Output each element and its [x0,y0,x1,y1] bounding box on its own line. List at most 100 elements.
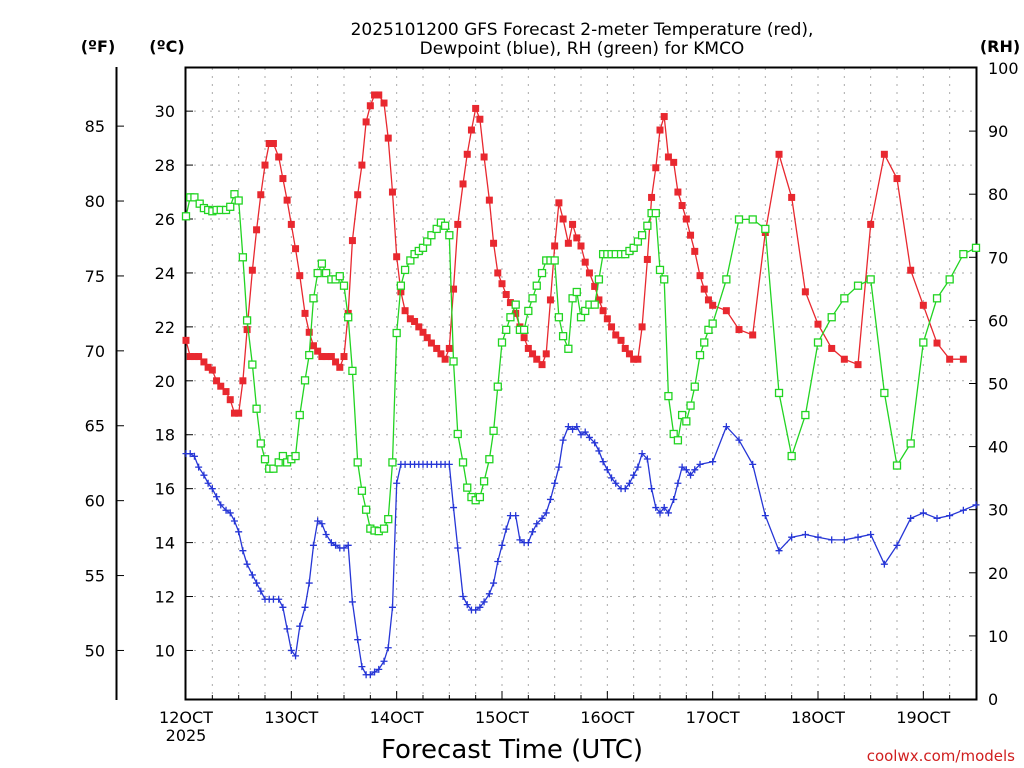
data-point [208,485,216,493]
data-point [840,294,849,303]
data-point [634,463,642,471]
data-point [459,180,467,188]
data-point [239,377,247,385]
data-point [200,358,208,366]
data-point [704,296,712,304]
data-point [441,355,449,363]
data-point [867,531,875,539]
data-point [576,313,586,322]
data-point [612,331,620,339]
data-point [581,306,590,316]
data-point [388,603,396,611]
data-point [472,606,480,614]
data-point [546,495,554,503]
data-point [625,350,633,358]
data-point [573,234,581,242]
fahrenheit-tick-label: 65 [85,417,105,436]
source-credit: coolwx.com/models [867,747,1015,765]
data-point [608,323,616,331]
rh-tick-label: 100 [988,59,1019,78]
data-point [498,280,506,288]
data-point [933,339,941,347]
data-point [502,325,511,335]
data-point [528,294,537,303]
data-point [722,423,730,431]
data-point [371,668,379,676]
data-point [840,536,848,544]
data-point [591,439,599,447]
data-point [577,431,585,439]
data-point [200,471,208,479]
data-point [621,344,629,352]
data-point [190,353,198,361]
data-point [554,313,564,322]
series-relative-humidity [181,190,981,536]
data-point [463,150,471,158]
data-point [213,377,221,385]
data-point [919,301,927,309]
data-point [655,265,665,275]
data-point [186,353,194,361]
data-point [222,388,230,396]
data-point [660,275,669,284]
data-point [533,355,541,363]
fahrenheit-tick-label: 55 [85,567,105,586]
data-point [519,325,529,335]
data-point [358,161,366,169]
data-point [660,113,668,121]
data-point [204,363,212,371]
data-point [932,294,942,303]
data-point [295,410,304,420]
data-point [919,509,927,517]
data-point [419,328,427,336]
data-point [388,188,396,196]
celsius-tick-label: 10 [155,641,175,660]
data-point [749,460,757,468]
data-point [265,140,273,148]
data-point [691,466,699,474]
data-point [866,275,875,284]
data-point [252,404,261,413]
data-point [564,423,572,431]
data-point [564,344,573,353]
data-point [749,331,757,339]
data-point [585,269,593,277]
data-point [551,242,559,250]
data-point [529,350,537,358]
data-point [735,326,743,334]
data-point [686,401,695,410]
data-point [568,294,577,303]
data-point [709,458,717,466]
data-point [704,325,713,335]
data-point [354,191,362,199]
data-point [687,471,695,479]
data-point [195,199,204,208]
data-point [594,275,604,284]
data-point [292,652,300,660]
data-point [788,193,796,201]
data-point [959,249,968,259]
data-point [190,193,199,202]
series-dewpoint [182,423,980,679]
data-point [581,258,589,266]
data-point [595,296,603,304]
data-point [651,208,660,218]
data-point [418,243,428,252]
data-point [524,344,532,352]
data-point [690,382,699,391]
data-point [479,477,489,486]
chart-title-line2: Dewpoint (blue), RH (green) for KMCO [420,39,745,59]
data-point [722,275,731,284]
data-point [559,436,567,444]
x-tick-label: 14OCT [370,708,424,727]
data-point [313,268,322,278]
data-point [292,245,300,253]
data-point [242,316,252,325]
data-point [190,452,198,460]
data-point [497,338,507,347]
celsius-tick-label: 30 [155,102,175,121]
data-point [542,509,550,517]
data-point [475,492,485,502]
data-point [775,547,783,555]
data-point [423,334,431,342]
